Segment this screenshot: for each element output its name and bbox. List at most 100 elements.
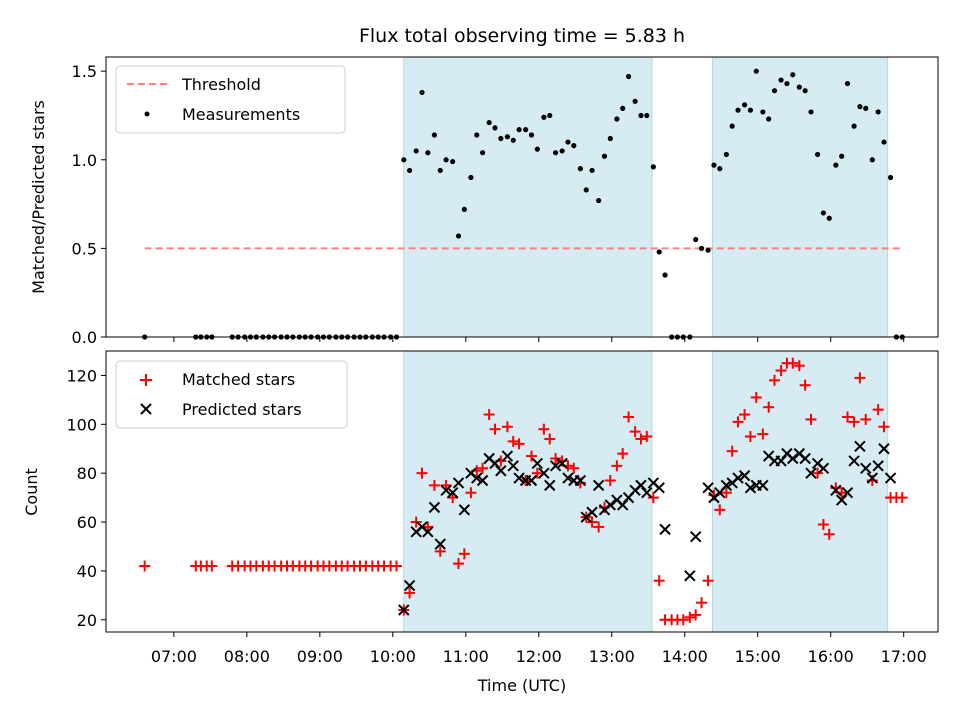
measurement-point <box>601 153 608 159</box>
bottom-y-axis-label: Count <box>22 468 41 516</box>
predicted-star-point <box>817 462 830 474</box>
predicted-star-point <box>422 526 434 538</box>
matched-star-point <box>750 391 762 403</box>
x-tick-label: 11:00 <box>443 647 489 666</box>
matched-star-point <box>799 379 811 391</box>
predicted-star-point <box>641 487 653 499</box>
matched-star-point <box>538 423 550 435</box>
measurement-point <box>802 88 808 94</box>
measurement-point <box>559 148 565 154</box>
x-tick-label: 08:00 <box>224 647 270 666</box>
predicted-star-point <box>684 570 696 582</box>
matched-star-point <box>139 560 151 572</box>
matched-star-point <box>684 611 696 623</box>
top-legend: Threshold Measurements <box>115 65 346 134</box>
measurement-point <box>839 153 845 159</box>
y-tick-label: 40 <box>77 562 97 581</box>
predicted-star-point <box>878 443 890 455</box>
matched-star-point <box>434 545 446 557</box>
predicted-star-point <box>562 472 574 484</box>
measurement-point <box>455 233 462 239</box>
matched-star-point <box>483 409 495 421</box>
predicted-star-point <box>775 455 787 467</box>
bottom-y-axis-ticks: 20 40 60 80 100 120 <box>66 366 106 630</box>
matched-star-point <box>489 423 501 435</box>
measurement-point <box>711 162 717 168</box>
y-tick-label: 1.0 <box>72 151 97 170</box>
matched-star-point <box>677 614 689 626</box>
predicted-stars-points <box>398 440 897 616</box>
matched-star-point <box>878 421 890 433</box>
predicted-star-point <box>476 474 489 487</box>
bottom-legend: Matched stars Predicted stars <box>115 360 348 429</box>
matched-star-point <box>739 409 751 421</box>
top-y-axis-ticks: 0.0 0.5 1.0 1.5 <box>72 62 106 347</box>
matched-star-point <box>854 372 866 384</box>
measurement-point <box>437 167 443 174</box>
measurement-point <box>479 150 486 156</box>
matched-star-point <box>501 421 513 433</box>
measurement-point <box>632 98 638 104</box>
measurement-point <box>625 73 632 80</box>
measurement-point <box>510 137 516 143</box>
chart-title: Flux total observing time = 5.83 h <box>359 25 685 47</box>
predicted-star-point <box>757 479 769 492</box>
x-tick-label: 15:00 <box>735 647 781 666</box>
predicted-star-point <box>525 474 538 487</box>
predicted-star-point <box>841 487 854 499</box>
matched-star-point <box>629 426 641 438</box>
predicted-star-point <box>586 506 598 518</box>
measurement-point <box>693 236 699 243</box>
bottom-legend-box <box>115 360 348 429</box>
bottom-panel: 20 40 60 80 100 120 07:00 08:00 09:00 10:00 11:00… <box>22 350 939 695</box>
predicted-star-point <box>848 455 860 467</box>
measurement-point <box>534 146 540 152</box>
matched-star-point <box>410 516 422 528</box>
measurement-point <box>814 151 821 158</box>
bottom-x-axis-ticks: 07:00 08:00 09:00 10:00 11:00 12:00 13:00 14:00… <box>151 632 927 666</box>
matched-star-point <box>696 597 708 609</box>
predicted-star-point <box>403 579 416 592</box>
legend-predicted-label: Predicted stars <box>182 400 302 419</box>
predicted-star-point <box>659 523 671 536</box>
matched-star-point <box>817 518 829 530</box>
measurement-point <box>498 135 504 142</box>
x-tick-label: 14:00 <box>662 647 708 666</box>
measurement-point <box>698 245 705 251</box>
measurement-point <box>547 112 553 119</box>
predicted-star-point <box>872 460 884 472</box>
matched-star-point <box>812 467 824 479</box>
legend-measurements-swatch <box>144 111 150 117</box>
measurement-point <box>577 166 583 172</box>
predicted-star-point <box>471 472 483 484</box>
matched-star-point <box>793 360 805 372</box>
legend-measurements-label: Measurements <box>182 105 300 124</box>
measurement-point <box>638 112 644 119</box>
predicted-star-point <box>592 479 605 492</box>
shaded-interval <box>403 56 653 338</box>
measurement-point <box>492 125 498 131</box>
predicted-star-point <box>635 479 647 492</box>
x-axis-label: Time (UTC) <box>477 676 566 695</box>
matched-star-point <box>623 411 635 423</box>
matched-star-point <box>757 428 769 440</box>
matched-star-point <box>872 404 884 416</box>
y-tick-label: 0.0 <box>72 328 97 347</box>
measurement-point <box>833 162 839 168</box>
predicted-star-point <box>744 482 757 494</box>
matched-star-point <box>653 575 665 587</box>
legend-matched-label: Matched stars <box>182 370 295 389</box>
matched-star-point <box>477 462 489 474</box>
matched-star-point <box>390 560 402 572</box>
measurement-point <box>401 157 407 163</box>
shaded-interval <box>403 350 653 633</box>
measurement-point <box>583 187 589 193</box>
matched-star-point <box>416 467 428 479</box>
predicted-star-point <box>653 482 665 494</box>
measurement-point <box>461 206 467 213</box>
measurement-point <box>541 114 547 120</box>
matched-star-point <box>720 487 732 499</box>
matched-star-point <box>726 445 738 457</box>
matched-star-point <box>769 374 781 386</box>
